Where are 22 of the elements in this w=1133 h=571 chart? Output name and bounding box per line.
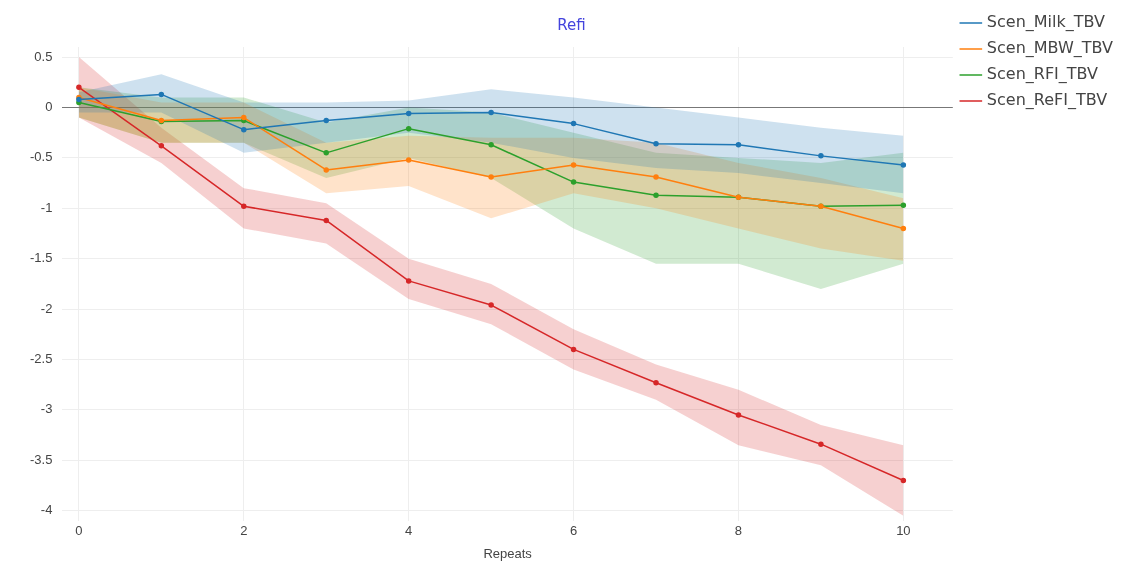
x-tick-label: 8 <box>734 523 743 539</box>
y-tick-label: -3.5 <box>29 451 53 467</box>
x-tick-label: 0 <box>75 523 83 539</box>
y-tick-label: -2.5 <box>29 351 53 367</box>
y-tick-label: -1 <box>40 199 53 215</box>
chart-title: Refi <box>557 15 586 34</box>
legend-label: Scen_ReFI_TBV <box>986 90 1108 111</box>
legend-label: Scen_RFI_TBV <box>986 64 1099 85</box>
x-tick-label: 6 <box>569 523 578 539</box>
x-tick-label: 10 <box>896 523 911 539</box>
y-tick-label: 0 <box>45 99 53 115</box>
y-tick-label: -1.5 <box>29 250 53 266</box>
legend-label: Scen_Milk_TBV <box>986 12 1105 33</box>
y-tick-label: -0.5 <box>29 149 53 165</box>
y-tick-label: -2 <box>40 300 53 316</box>
x-axis-title: Repeats <box>483 545 533 561</box>
y-tick-label: -3 <box>40 401 53 417</box>
x-tick-label: 4 <box>405 523 413 539</box>
y-tick-label: -4 <box>40 502 53 518</box>
x-tick-label: 2 <box>240 523 248 539</box>
legend-label: Scen_MBW_TBV <box>986 38 1114 59</box>
y-tick-label: 0.5 <box>34 48 53 64</box>
